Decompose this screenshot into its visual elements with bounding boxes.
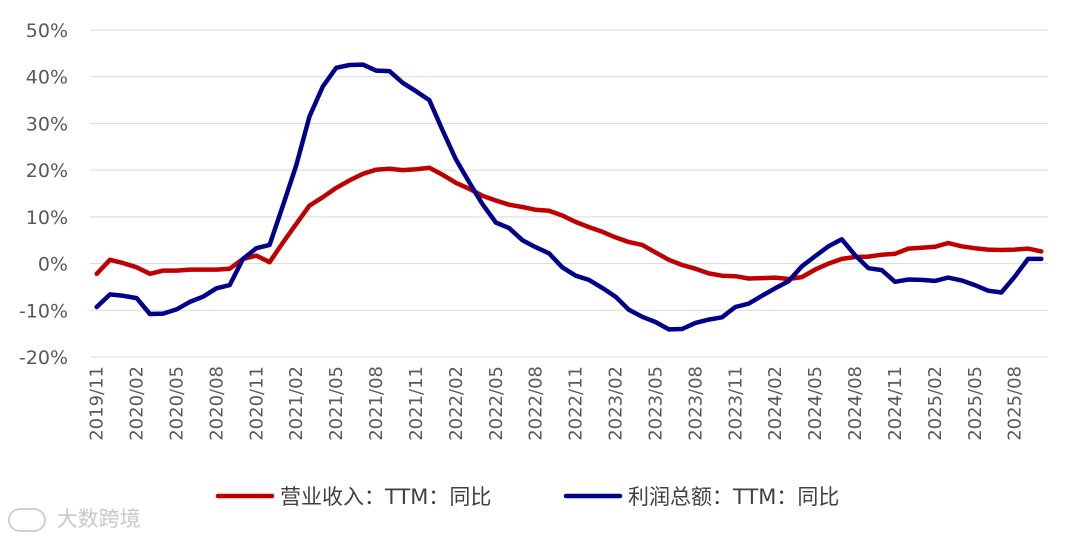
y-tick-label: -10% [19, 300, 68, 322]
x-tick-label: 2025/02 [925, 366, 946, 441]
x-tick-label: 2023/08 [685, 366, 706, 441]
y-axis-tick-labels: -20% -10% 0% 10% 20% 30% 40% 50% [19, 20, 68, 369]
x-tick-label: 2022/05 [486, 366, 507, 441]
x-tick-label: 2023/02 [606, 366, 627, 441]
x-tick-label: 2020/11 [246, 366, 267, 441]
x-tick-label: 2021/11 [406, 366, 427, 441]
series-line-1 [94, 165, 1044, 282]
y-tick-label: 20% [26, 160, 68, 182]
y-tick-label: 40% [26, 67, 68, 89]
y-tick-label: 10% [26, 207, 68, 229]
x-tick-label: 2025/05 [965, 366, 986, 441]
y-tick-label: 0% [38, 254, 68, 276]
x-tick-label: 2019/11 [87, 366, 108, 441]
logo-icon [8, 508, 46, 532]
legend: 营业收入：TTM：同比 利润总额：TTM：同比 [215, 485, 839, 509]
x-tick-label: 2021/02 [286, 366, 307, 441]
x-tick-label: 2021/08 [366, 366, 387, 441]
watermark: 大数跨境 [8, 503, 141, 533]
x-tick-label: 2024/05 [805, 366, 826, 441]
gridlines [90, 29, 1048, 358]
x-tick-label: 2022/02 [446, 366, 467, 441]
x-tick-label: 2020/08 [206, 366, 227, 441]
x-tick-label: 2025/08 [1005, 366, 1026, 441]
y-tick-label: 30% [26, 113, 68, 135]
x-tick-label: 2023/11 [725, 366, 746, 441]
x-tick-label: 2021/05 [326, 366, 347, 441]
x-tick-label: 2022/08 [526, 366, 547, 441]
x-tick-label: 2020/02 [127, 366, 148, 441]
x-tick-label: 2024/08 [845, 366, 866, 441]
x-tick-label: 2024/11 [885, 366, 906, 441]
legend-label: 营业收入：TTM：同比 [280, 485, 491, 509]
x-tick-label: 2023/05 [645, 366, 666, 441]
x-tick-label: 2020/05 [166, 366, 187, 441]
x-axis-tick-labels: 2019/11 2020/02 2020/05 2020/08 2020/11 2021/… [87, 366, 1026, 441]
watermark-text: 大数跨境 [56, 507, 141, 531]
legend-label: 利润总额：TTM：同比 [628, 485, 839, 509]
x-tick-label: 2024/02 [765, 366, 786, 441]
y-tick-label: 50% [26, 20, 68, 42]
series-lines [94, 62, 1044, 332]
x-tick-label: 2022/11 [566, 366, 587, 441]
y-tick-label: -20% [19, 347, 68, 369]
series-line-2 [94, 62, 1044, 332]
